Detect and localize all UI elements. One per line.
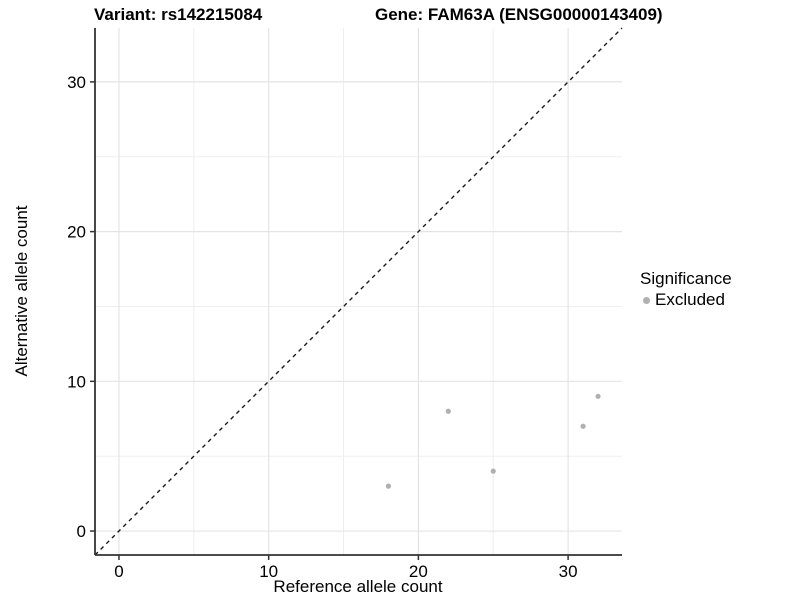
plot-title-variant: Variant: rs142215084 [94,5,263,24]
data-point [595,393,601,399]
x-tick-label: 0 [114,562,123,581]
legend-item-label: Excluded [655,290,725,309]
data-point [445,408,451,414]
x-axis-title: Reference allele count [273,577,443,596]
y-tick-label: 20 [67,223,86,242]
x-tick-label: 30 [559,562,578,581]
x-tick-label: 20 [409,562,428,581]
y-tick-label: 0 [77,522,86,541]
x-tick-label: 10 [259,562,278,581]
y-axis-title: Alternative allele count [12,205,31,377]
data-point [490,468,496,474]
legend-item-excluded: Excluded [638,290,732,310]
y-tick-label: 30 [67,73,86,92]
legend-point-icon [643,296,650,304]
data-point [580,423,586,429]
plot-title-gene: Gene: FAM63A (ENSG00000143409) [375,5,663,24]
legend: Significance Excluded [638,269,732,310]
legend-title: Significance [640,269,732,288]
y-tick-label: 10 [67,372,86,391]
data-point [385,483,392,489]
identity-dashed-line [94,27,623,556]
